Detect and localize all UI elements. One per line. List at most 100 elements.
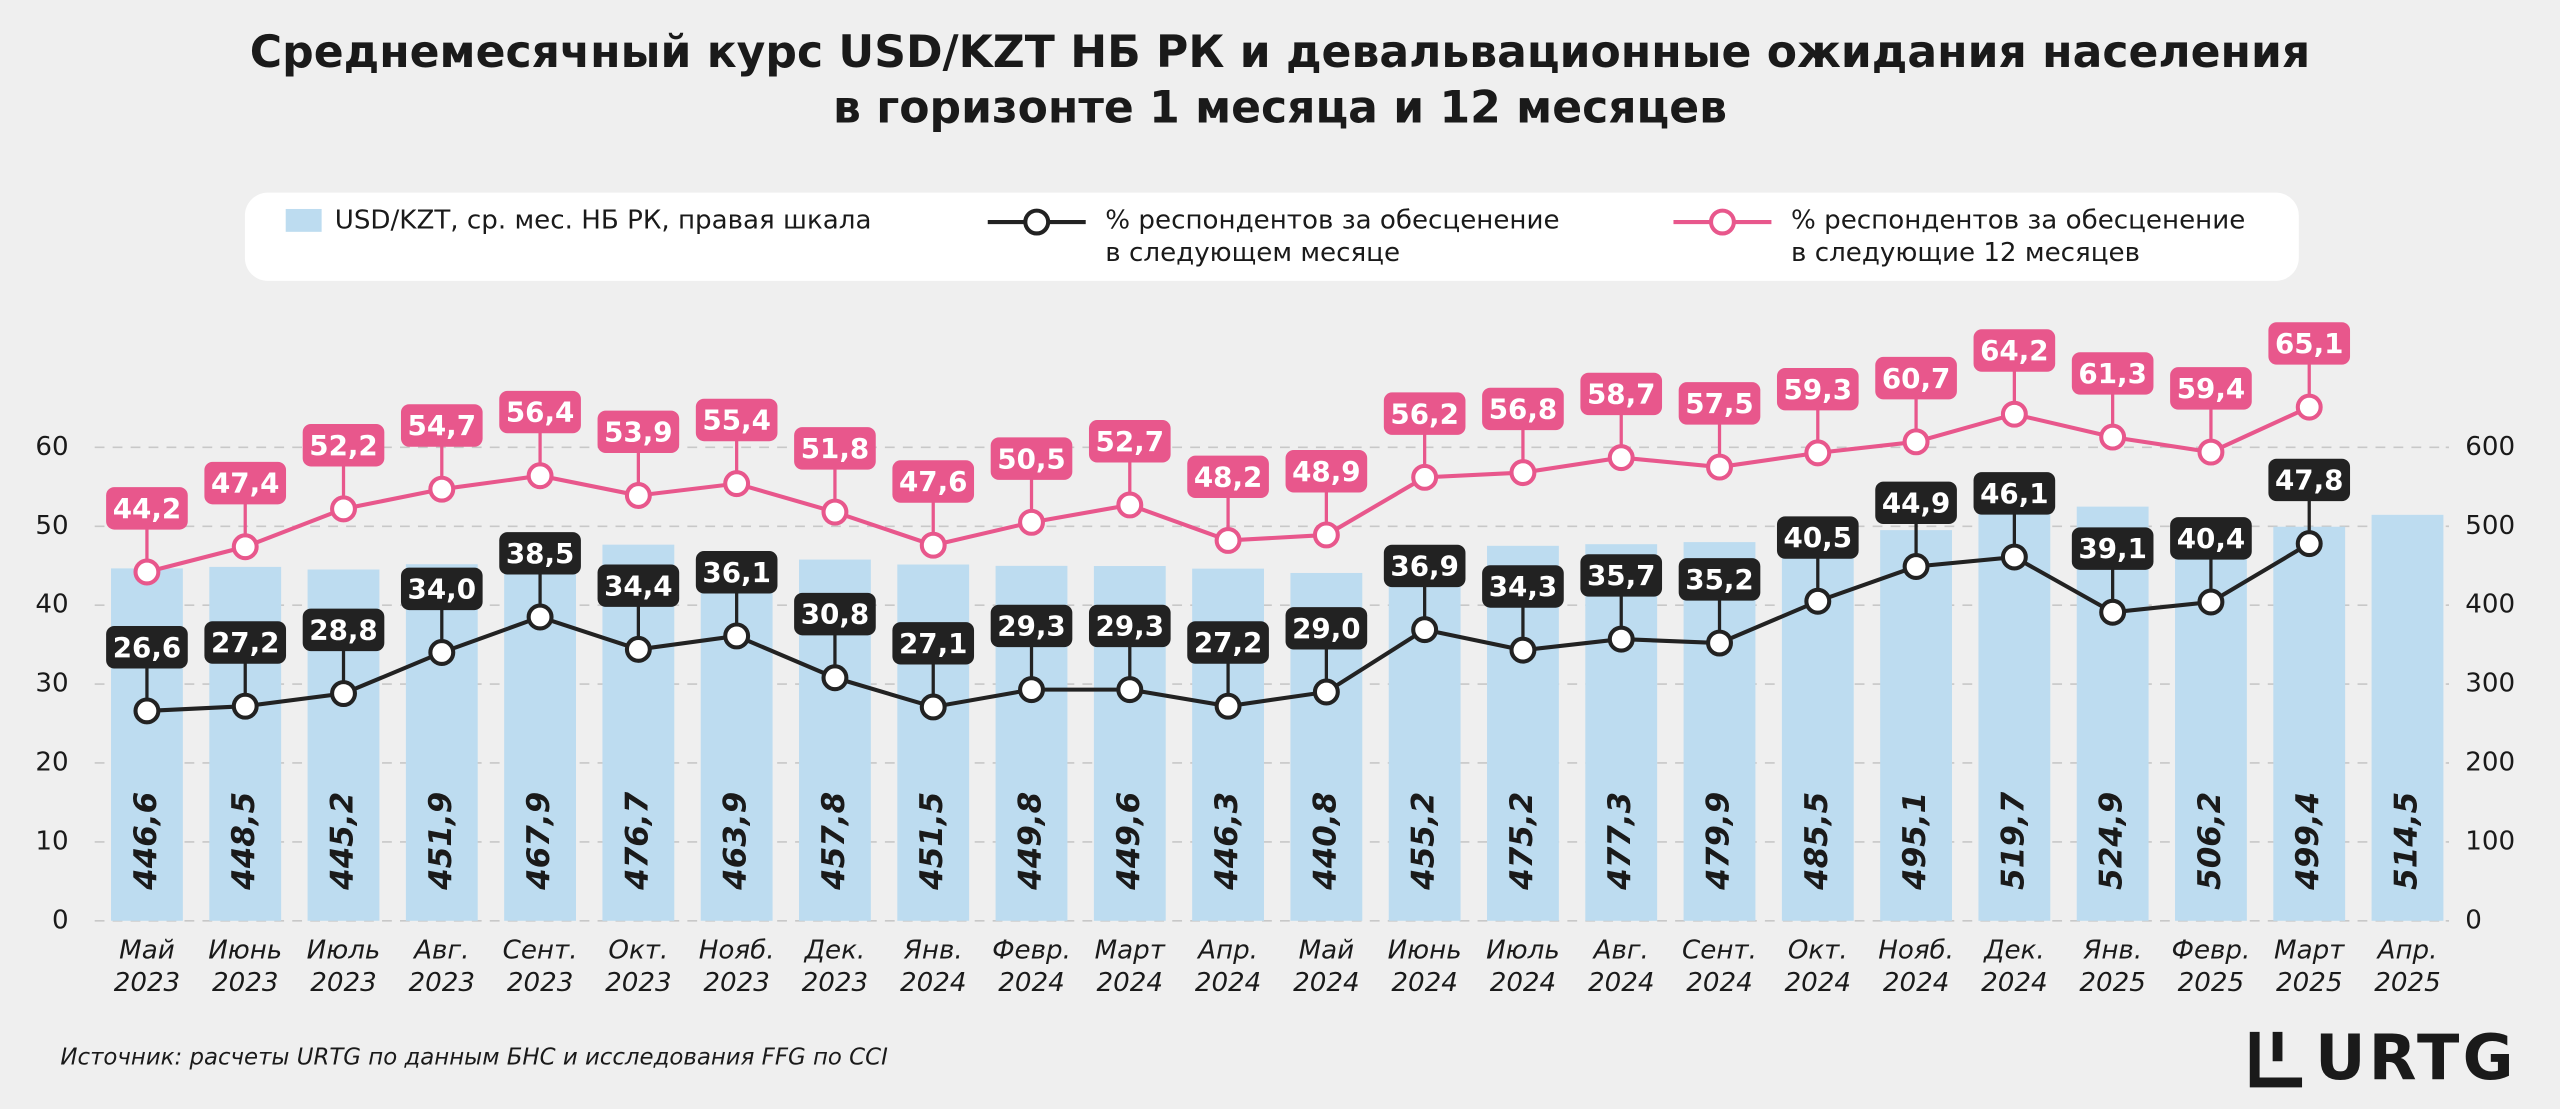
bar-value-label: 451,5 [914,792,950,891]
y2-tick-label: 0 [2465,905,2482,935]
legend-label: % респондентов за обесценение в следующи… [1791,204,2246,268]
point-value-label: 56,2 [1390,397,1458,430]
x-tick-label: Май 2024 [1293,933,1360,998]
legend-box [244,192,2299,281]
label-box [302,424,385,467]
label-box [106,626,188,669]
point [526,462,554,490]
point-value-label: 56,8 [1489,393,1557,426]
point [1018,508,1045,536]
point [1116,491,1144,519]
x-tick-label: Май 2023 [113,933,181,998]
x-tick-label: Апр. 2024 [1194,933,1262,998]
point [1018,676,1045,704]
point-value-label: 44,9 [1882,486,1950,519]
point-value-label: 27,2 [1194,626,1262,659]
point-value-label: 36,1 [702,556,770,589]
point-value-label: 27,1 [899,627,967,660]
x-tick-label: Февр. 2024 [992,933,1071,998]
point-value-label: 51,8 [801,432,869,465]
label-box [106,487,188,530]
bar [2371,514,2444,921]
point [1607,444,1635,472]
bar-value-label: 506,2 [2192,792,2228,890]
point-value-label: 34,0 [408,572,476,605]
point [1706,453,1733,481]
x-tick-label: Март 2025 [2274,933,2345,998]
label-box [1383,544,1466,588]
label-box [597,564,680,607]
x-tick-label: Нояб. 2024 [1878,933,1954,998]
point [1411,616,1439,644]
x-tick-label: Авг. 2024 [1587,933,1655,998]
label-box [1580,554,1663,597]
x-tick-label: Июль 2024 [1486,933,1560,998]
point-value-label: 34,4 [604,569,672,602]
label-box [1187,621,1269,664]
logo-mark [2249,1031,2303,1088]
point-value-label: 56,4 [506,396,574,429]
point [821,664,849,692]
point-value-label: 48,9 [1292,455,1360,488]
barlabels-layer: 446,6 448,5 445,2 451,9 467,9 476,7 463,9 457,8… [128,791,2425,891]
point [2197,588,2225,616]
point [1509,459,1537,487]
x-tick-label: Дек. 2024 [1981,933,2048,998]
bar-value-label: 449,6 [1111,792,1147,891]
y-tick-label: 50 [35,511,68,541]
point-value-label: 46,1 [1980,477,2048,510]
x-tick-label: Нояб. 2023 [698,933,775,998]
x-tick-label: Апр. 2025 [2374,933,2441,998]
label-box [1678,382,1761,425]
point-value-label: 55,4 [702,404,770,437]
point [1312,521,1340,549]
label-box [1973,472,2056,515]
bar-value-label: 449,8 [1013,792,1049,891]
point [2000,543,2028,571]
point-value-label: 60,7 [1882,362,1950,395]
label-box [892,622,975,665]
point [330,495,357,523]
point-value-label: 52,7 [1096,425,1164,458]
bar-value-label: 514,5 [2389,792,2425,890]
point [723,470,751,498]
bar-value-label: 448,5 [226,792,262,891]
point-value-label: 35,7 [1587,559,1655,592]
point [231,692,259,720]
legend-label: % респондентов за обесценение в следующе… [1105,204,1560,268]
point [1312,678,1340,706]
bar-value-label: 455,2 [1406,792,1442,891]
point-value-label: 44,2 [113,492,181,525]
y-tick-label: 60 [35,432,68,462]
label-box [794,427,876,470]
x-tick-label: Февр. 2025 [2171,933,2251,998]
y-tick-label: 20 [35,747,68,777]
point-value-label: 58,7 [1587,378,1655,411]
point-value-label: 50,5 [997,442,1065,475]
point [1804,439,1832,467]
point-value-label: 61,3 [2078,357,2146,390]
point-value-label: 26,6 [113,631,181,664]
point [919,693,947,721]
chart-title: Среднемесячный курс USD/KZT НБ РК и дева… [249,27,2311,134]
x-tick-label: Авг. 2023 [408,933,476,998]
bar-value-label: 495,1 [1897,792,1933,891]
point [330,680,357,708]
label-box [1285,450,1368,493]
x-tick-label: Окт. 2023 [605,933,672,998]
point [133,697,161,725]
markers-layer [133,393,2323,725]
label-box [990,604,1073,648]
point-value-label: 28,8 [309,614,377,647]
y2-tick-label: 400 [2465,590,2515,620]
label-box [892,460,975,503]
point-value-label: 35,2 [1685,563,1753,596]
legend-layer [285,208,1772,236]
label-box [499,532,581,575]
label-box [302,608,385,652]
point-value-label: 54,7 [408,409,476,442]
point-value-label: 59,4 [2177,372,2245,405]
point [1214,526,1242,554]
bar-value-label: 475,2 [1504,792,1540,891]
